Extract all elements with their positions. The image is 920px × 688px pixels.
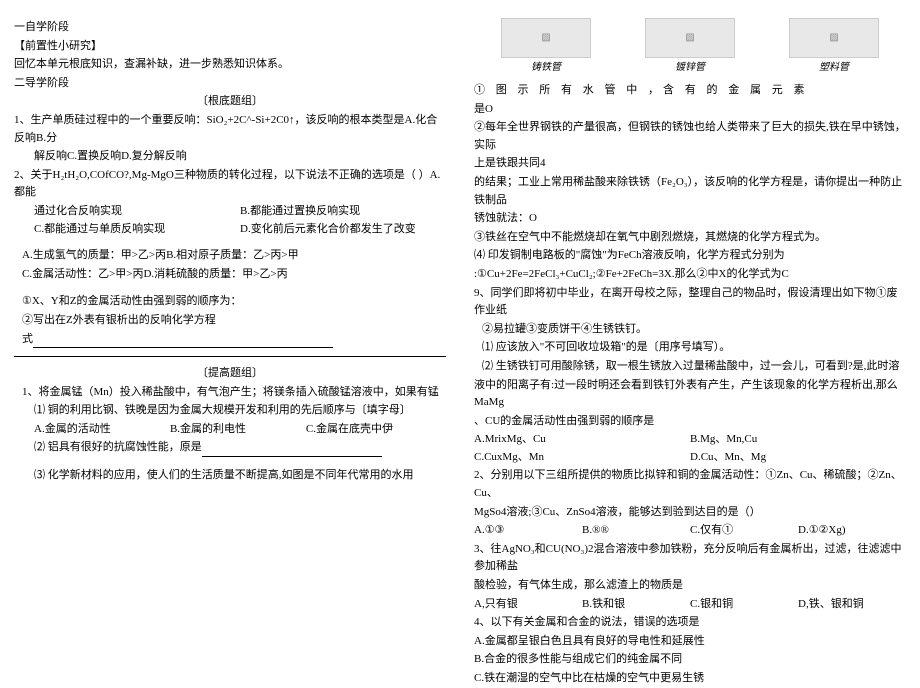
group2-title: 〔提高题组〕 — [14, 365, 446, 383]
r11-options: A.①③ B.®® C.仅有① D.①②Xg) — [474, 522, 906, 540]
q1-text: 1、生产单质硅过程中的一个重要反响：SiO₂+2C^-Si+2C0↑，该反响的根… — [14, 112, 446, 147]
prestudy-text: 回忆本单元根底知识，查漏补缺，进一步熟悉知识体系。 — [14, 56, 446, 74]
r1-text: ① 图 示 所 有 水 管 中 ，含 有 的 金 属 元 素 — [474, 82, 906, 100]
r11b-text: MgSo4溶液;③Cu、ZnSo4溶液，能够达到验到达目的是（） — [474, 504, 906, 522]
r12-options: A,只有银 B.铁和银 C.银和铜 D,铁、银和铜 — [474, 596, 906, 614]
q2-opt-b: B.都能通过置换反响实现 — [240, 203, 446, 221]
zinc-pipe-image: ▨ — [645, 18, 735, 58]
p1-opt-a: A.金属的活动性 — [34, 421, 170, 439]
zinc-pipe-label: 镀锌管 — [675, 60, 705, 76]
r12-opt-b: B.铁和银 — [582, 596, 690, 614]
p1-opt-c: C.金属在底壳中伊 — [306, 421, 442, 439]
pipe-images-row: ▨ 铸铁管 ▨ 镀锌管 ▨ 塑料管 — [474, 18, 906, 76]
r9-text: ⑵ 生锈铁钉可用酸除锈，取一根生锈放入过量稀盐酸中，过一会儿，可看到?是,此时溶 — [474, 358, 906, 376]
r11-opt-d: D.①②Xg) — [798, 522, 906, 540]
r10-opt-b: B.Mg、Mn,Cu — [690, 431, 906, 449]
stage2-title: 二导学阶段 — [14, 75, 446, 93]
r12-opt-c: C.银和铜 — [690, 596, 798, 614]
q2-opt-a: 通过化合反响实现 — [34, 203, 240, 221]
left-column: 一自学阶段 【前置性小研究】 回忆本单元根底知识，查漏补缺，进一步熟悉知识体系。… — [0, 0, 460, 651]
r3-text: 的结果；工业上常用稀盐酸来除铁锈（Fe₂O₃），该反响的化学方程是，请你提出一种… — [474, 174, 906, 209]
q4-line-1: ①X、Y和Z的金属活动性由强到弱的顺序为： — [14, 293, 446, 311]
iron-pipe-image: ▨ — [501, 18, 591, 58]
p1-sub3: ⑶ 化学新材料的应用，使人们的生活质量不断提高,如图是不同年代常用的水用 — [14, 467, 446, 485]
q4-line-2: ②写出在Z外表有银析出的反响化学方程 — [14, 312, 446, 330]
r10-opt-c: C.CuxMg、Mn — [474, 449, 690, 467]
r3b-text: 锈蚀就法：O — [474, 210, 906, 228]
q2-options: 通过化合反响实现 B.都能通过置换反响实现 C.都能通过与单质反响实现 D.变化… — [14, 203, 446, 238]
stage1-title: 一自学阶段 — [14, 19, 446, 37]
r11-opt-a: A.①③ — [474, 522, 582, 540]
divider — [14, 356, 446, 357]
plastic-pipe-label: 塑料管 — [819, 60, 849, 76]
pipe-image-3: ▨ 塑料管 — [789, 18, 879, 76]
r12-opt-a: A,只有银 — [474, 596, 582, 614]
q2-opt-c: C.都能通过与单质反响实现 — [34, 221, 240, 239]
q2-opt-d: D.变化前后元素化合价都发生了改变 — [240, 221, 446, 239]
r12-text: 3、往AgNO₃和CU(NO₃)2混合溶液中参加铁粉，充分反响后有金属析出，过滤… — [474, 541, 906, 576]
r4-text: ③铁丝在空气中不能燃烧却在氧气中剧烈燃烧，其燃烧的化学方程式为。 — [474, 229, 906, 247]
r12b-text: 酸检验，有气体生成，那么滤渣上的物质是 — [474, 577, 906, 595]
r8-text: ⑴ 应该放入"不可回收垃圾箱"的是〔用序号填写）。 — [474, 339, 906, 357]
r10-options: A.MrixMg、Cu B.Mg、Mn,Cu C.CuxMg、Mn D.Cu、M… — [474, 431, 906, 466]
r13-opt-c: C.铁在潮湿的空气中比在枯燥的空气中更易生锈 — [474, 670, 906, 688]
r13-opt-a: A.金属都呈银白色且具有良好的导电性和延展性 — [474, 633, 906, 651]
r6-text: :①Cu+2Fe=2FeCl₃+CuCl₂;②Fe+2FeCh=3X.那么②中X… — [474, 266, 906, 284]
plastic-pipe-image: ▨ — [789, 18, 879, 58]
r7-text: 9、同学们即将初中毕业，在离开母校之际，整理自己的物品时，假设清理出如下物①废作… — [474, 285, 906, 320]
r2b-text: 上是铁跟共同4 — [474, 155, 906, 173]
q4-line-3: 式 — [14, 331, 446, 349]
r13-opt-b: B.合金的很多性能与组成它们的纯金属不同 — [474, 651, 906, 669]
r5-text: ⑷ 印发铜制电路板的"腐蚀"为FeCh溶液反响，化学方程式分别为 — [474, 247, 906, 265]
prestudy-title: 【前置性小研究】 — [14, 38, 446, 56]
r7b-text: ②易拉罐③变质饼干④生锈铁钉。 — [474, 321, 906, 339]
group1-title: 〔根底题组〕 — [14, 93, 446, 111]
p1-opt-b: B.金属的利电性 — [170, 421, 306, 439]
right-column: ▨ 铸铁管 ▨ 镀锌管 ▨ 塑料管 ① 图 示 所 有 水 管 中 ，含 有 的… — [460, 0, 920, 651]
pipe-image-2: ▨ 镀锌管 — [645, 18, 735, 76]
r11-text: 2、分别用以下三组所提供的物质比拟锌和铜的金属活动性：①Zn、Cu、稀硫酸；②Z… — [474, 467, 906, 502]
r2-text: ②每年全世界钢铁的产量很高，但钢铁的锈蚀也给人类带来了巨大的损失,铁在早中锈蚀，… — [474, 119, 906, 154]
r11-opt-c: C.仅有① — [690, 522, 798, 540]
p1-text: 1、将金属锰（Mn）投入稀盐酸中，有气泡产生；将镁条插入硫酸锰溶液中，如果有锰 — [14, 384, 446, 402]
r10-opt-a: A.MrixMg、Cu — [474, 431, 690, 449]
r1b-text: 是O — [474, 101, 906, 119]
r13-text: 4、以下有关金属和合金的说法，错误的选项是 — [474, 614, 906, 632]
p1-options: A.金属的活动性 B.金属的利电性 C.金属在底壳中伊 — [14, 421, 446, 439]
p1-sub1: ⑴ 铜的利用比钢、铁晚是因为金属大规模开发和利用的先后顺序与〔填字母〕 — [14, 402, 446, 420]
r10-text: 、CU的金属活动性由强到弱的顺序是 — [474, 413, 906, 431]
q3-line-b: C.金属活动性：乙>甲>丙D.消耗硫酸的质量：甲>乙>丙 — [14, 266, 446, 284]
iron-pipe-label: 铸铁管 — [531, 60, 561, 76]
r12-opt-d: D,铁、银和铜 — [798, 596, 906, 614]
q3-line-a: A.生成氢气的质量：甲>乙>丙B.相对原子质量：乙>丙>甲 — [14, 247, 446, 265]
q2-text: 2、关于H₂tH₂O,COfCO?,Mg-MgO三种物质的转化过程，以下说法不正… — [14, 167, 446, 202]
r9b-text: 液中的阳离子有:过一段时明还会看到铁钉外表有产生，产生该现象的化学方程析出,那么… — [474, 377, 906, 412]
r11-opt-b: B.®® — [582, 522, 690, 540]
q1-text-b: 解反响C.置换反响D.复分解反响 — [14, 148, 446, 166]
r10-opt-d: D.Cu、Mn、Mg — [690, 449, 906, 467]
p1-sub2: ⑵ 铝具有很好的抗腐蚀性能，原是 — [14, 439, 446, 457]
pipe-image-1: ▨ 铸铁管 — [501, 18, 591, 76]
